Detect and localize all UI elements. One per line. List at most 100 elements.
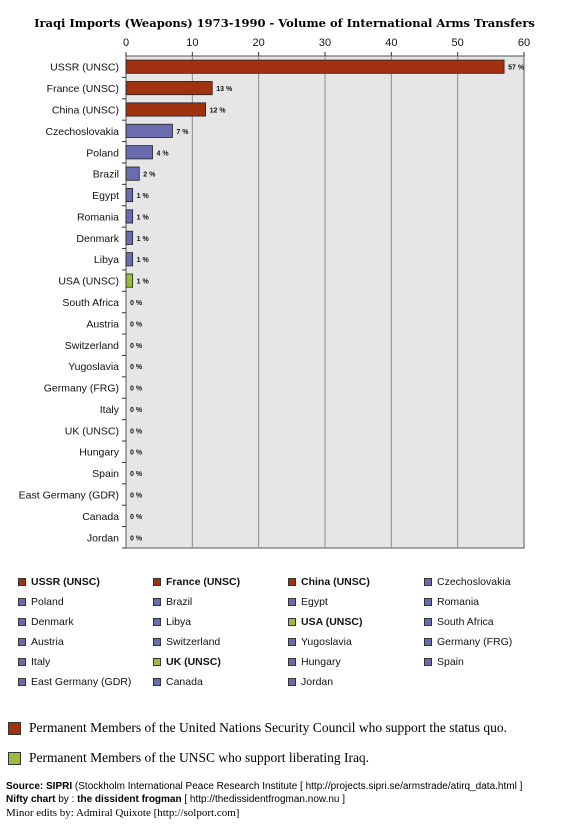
legend-item: South Africa	[424, 616, 494, 628]
legend-label: Spain	[437, 656, 464, 668]
value-label: 1 %	[137, 279, 150, 286]
bar	[125, 81, 213, 96]
legend-item: Italy	[18, 656, 50, 668]
legend-swatch	[153, 578, 161, 586]
legend-item: France (UNSC)	[153, 576, 240, 588]
value-label: 0 %	[130, 493, 143, 500]
value-label: 0 %	[130, 535, 143, 542]
category-label: USSR (UNSC)	[50, 62, 119, 74]
legend-swatch	[288, 578, 296, 586]
legend-item: Spain	[424, 656, 464, 668]
value-label: 1 %	[137, 236, 150, 243]
category-label: Italy	[100, 404, 120, 416]
legend-label: China (UNSC)	[301, 576, 370, 588]
legend-item: Hungary	[288, 656, 341, 668]
bar	[125, 145, 153, 160]
legend-item: Egypt	[288, 596, 328, 608]
legend-item: Yugoslavia	[288, 636, 352, 648]
legend-label: South Africa	[437, 616, 494, 628]
bar	[125, 273, 134, 288]
x-tick-label: 60	[518, 37, 530, 49]
legend-label: Hungary	[301, 656, 341, 668]
value-label: 0 %	[130, 471, 143, 478]
value-label: 4 %	[157, 150, 170, 157]
source-name: SIPRI	[46, 781, 73, 792]
category-label: Czechoslovakia	[45, 126, 119, 138]
legend-item: East Germany (GDR)	[18, 676, 131, 688]
legend-label: Germany (FRG)	[437, 636, 513, 648]
legend-label: USA (UNSC)	[301, 616, 363, 628]
legend-swatch	[424, 598, 432, 606]
note-liberating-swatch	[8, 751, 21, 765]
bar	[125, 252, 134, 267]
bar	[125, 123, 173, 138]
legend-swatch	[153, 618, 161, 626]
category-label: Egypt	[92, 190, 119, 202]
bar	[125, 59, 505, 74]
bar	[125, 102, 206, 117]
bar	[125, 188, 134, 203]
note-liberating: Permanent Members of the UNSC who suppor…	[8, 750, 369, 766]
legend-item: Canada	[153, 676, 203, 688]
value-label: 0 %	[130, 386, 143, 393]
x-tick-label: 30	[319, 37, 331, 49]
legend-label: Canada	[166, 676, 203, 688]
x-tick-label: 10	[186, 37, 198, 49]
value-label: 0 %	[130, 364, 143, 371]
category-label: Canada	[82, 511, 119, 523]
category-label: Switzerland	[65, 340, 119, 352]
value-label: 1 %	[137, 214, 150, 221]
source-text: (Stockholm International Peace Research …	[72, 781, 523, 792]
credit-by: by :	[55, 794, 78, 805]
category-label: Yugoslavia	[68, 361, 119, 373]
legend-item: Poland	[18, 596, 64, 608]
legend-label: Yugoslavia	[301, 636, 352, 648]
legend-label: Brazil	[166, 596, 193, 608]
legend-swatch	[288, 658, 296, 666]
legend-swatch	[153, 658, 161, 666]
legend-label: Italy	[31, 656, 51, 668]
legend-item: Austria	[18, 636, 64, 648]
legend-label: France (UNSC)	[166, 576, 241, 588]
value-label: 0 %	[130, 450, 143, 457]
value-label: 0 %	[130, 343, 143, 350]
note-liberating-text: Permanent Members of the UNSC who suppor…	[29, 750, 370, 765]
legend-swatch	[18, 618, 26, 626]
legend-item: USSR (UNSC)	[18, 576, 100, 588]
bar-chart: 0 10 20 30 40 50 60 USSR (UNSC) 57 % France (UNSC…	[19, 37, 530, 549]
legend-item: Jordan	[288, 676, 333, 688]
value-label: 7 %	[176, 129, 189, 136]
legend-label: UK (UNSC)	[166, 656, 221, 668]
category-label: Libya	[94, 254, 119, 266]
bar	[125, 209, 134, 224]
legend-item: Switzerland	[153, 636, 220, 648]
legend-swatch	[288, 678, 296, 686]
chart-title: Iraqi Imports (Weapons) 1973-1990 - Volu…	[34, 16, 535, 30]
legend-label: Egypt	[301, 596, 328, 608]
value-label: 2 %	[143, 172, 156, 179]
legend-swatch	[18, 598, 26, 606]
note-status-quo-text: Permanent Members of the United Nations …	[29, 720, 508, 735]
legend-swatch	[288, 618, 296, 626]
legend-label: Poland	[31, 596, 64, 608]
category-label: Brazil	[93, 169, 119, 181]
legend-item: Czechoslovakia	[424, 576, 511, 588]
category-label: Jordan	[87, 532, 119, 544]
legend-label: Romania	[437, 596, 480, 608]
legend-swatch	[18, 578, 26, 586]
credit-name: the dissident frogman	[77, 794, 182, 805]
legend-swatch	[424, 578, 432, 586]
x-tick-label: 40	[385, 37, 397, 49]
legend-label: Switzerland	[166, 636, 221, 648]
x-tick-label: 20	[253, 37, 265, 49]
legend-swatch	[18, 638, 26, 646]
category-label: China (UNSC)	[52, 104, 119, 116]
credit-line: Nifty chart by : the dissident frogman […	[6, 794, 345, 805]
source-line: Source: SIPRI (Stockholm International P…	[6, 781, 522, 792]
note-status-quo-swatch	[8, 721, 21, 735]
bar	[125, 230, 134, 245]
value-label: 57 %	[508, 65, 525, 72]
value-label: 0 %	[130, 514, 143, 521]
category-label: East Germany (GDR)	[19, 490, 119, 502]
value-label: 12 %	[210, 107, 227, 114]
